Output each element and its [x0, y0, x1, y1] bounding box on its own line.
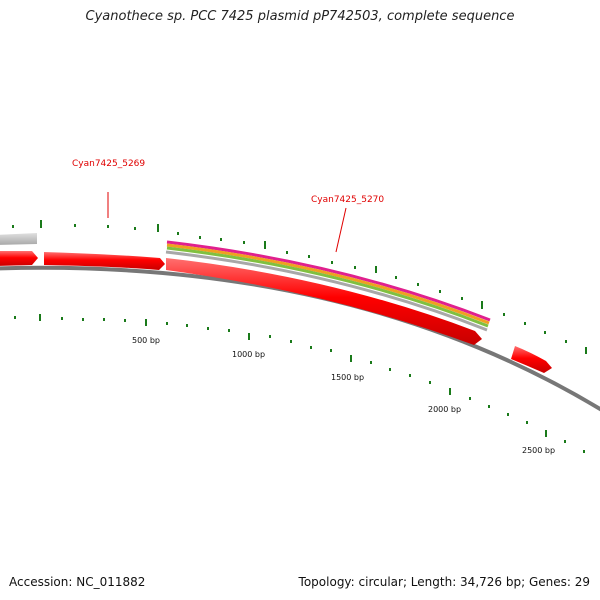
gene-label-cyan7425-5270: Cyan7425_5270: [311, 195, 384, 205]
cds-arrow: [0, 251, 38, 266]
ruler-label-1500: 1500 bp: [331, 373, 364, 382]
inner-tick-row: [14, 314, 585, 453]
gene-label-cyan7425-5269: Cyan7425_5269: [72, 159, 145, 169]
topology-summary: Topology: circular; Length: 34,726 bp; G…: [298, 575, 590, 589]
outer-tick-row: [12, 220, 587, 354]
gray-feature: [0, 233, 37, 245]
ruler-label-2500: 2500 bp: [522, 446, 555, 455]
cds-arrow: [44, 252, 165, 270]
ruler-label-2000: 2000 bp: [428, 405, 461, 414]
ruler-label-500: 500 bp: [132, 336, 160, 345]
page-title: Cyanothece sp. PCC 7425 plasmid pP742503…: [85, 9, 515, 24]
annotation-bands: [165, 240, 491, 332]
cds-arrow: [511, 346, 552, 373]
gene-leader-line: [335, 207, 347, 253]
cds-features: [0, 251, 552, 373]
ruler-label-1000: 1000 bp: [232, 350, 265, 359]
cds-arrow: [166, 258, 482, 345]
accession-label: Accession: NC_011882: [9, 575, 146, 589]
